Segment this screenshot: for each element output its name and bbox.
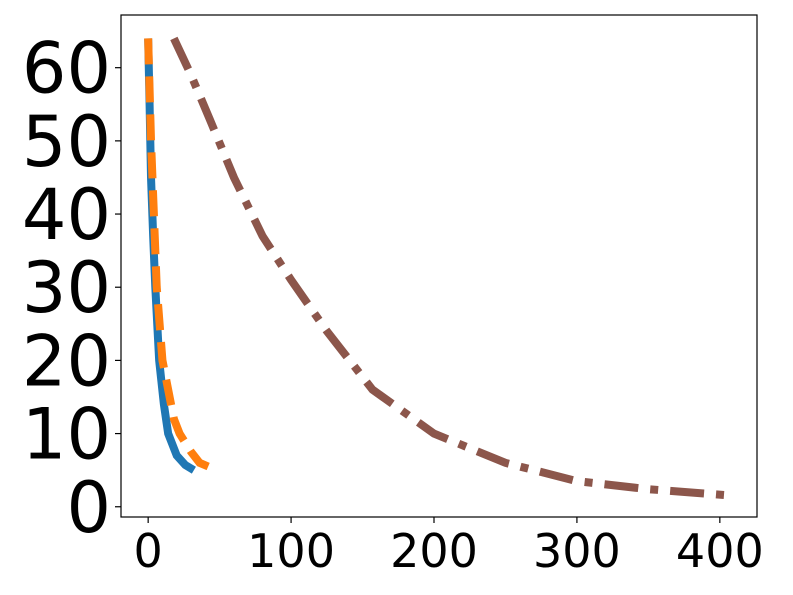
x-tick-label: 100 bbox=[247, 524, 335, 578]
y-tick-label: 0 bbox=[66, 467, 111, 549]
plot-frame bbox=[120, 14, 758, 518]
x-tick-label: 400 bbox=[676, 524, 764, 578]
x-tick-label: 300 bbox=[533, 524, 621, 578]
y-tick-label: 60 bbox=[22, 28, 111, 110]
line-series bbox=[144, 38, 210, 471]
y-tick-label: 30 bbox=[22, 247, 111, 329]
line-series bbox=[170, 36, 725, 500]
x-tick-label: 200 bbox=[390, 524, 478, 578]
y-tick-label: 20 bbox=[22, 320, 111, 402]
y-tick-label: 50 bbox=[22, 101, 111, 183]
y-tick-label: 40 bbox=[22, 174, 111, 256]
y-tick-label: 10 bbox=[22, 394, 111, 476]
x-tick-label: 0 bbox=[134, 524, 163, 578]
